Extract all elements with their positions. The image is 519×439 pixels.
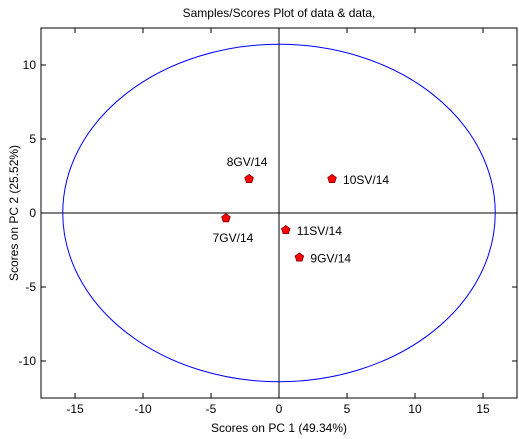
data-point	[294, 252, 305, 262]
y-tick-label: -10	[19, 354, 37, 368]
point-label: 7GV/14	[213, 231, 254, 245]
point-label: 9GV/14	[310, 251, 351, 265]
y-tick-label: 5	[29, 132, 36, 146]
data-point	[221, 213, 231, 223]
x-tick-label: 0	[276, 402, 283, 416]
x-tick-label: 10	[408, 402, 422, 416]
x-tick-label: 15	[476, 402, 490, 416]
point-label: 10SV/14	[343, 173, 389, 187]
point-label: 8GV/14	[227, 155, 268, 169]
data-point	[327, 173, 337, 184]
x-tick-label: -5	[206, 402, 217, 416]
y-tick-label: -5	[25, 280, 36, 294]
x-axis-title: Scores on PC 1 (49.34%)	[211, 421, 347, 435]
point-label: 11SV/14	[297, 224, 342, 238]
data-point	[281, 225, 291, 235]
confidence-ellipse	[62, 43, 496, 383]
x-tick-label: -15	[66, 402, 84, 416]
data-point	[244, 173, 254, 184]
x-tick-label: 5	[344, 402, 351, 416]
y-axis-title: Scores on PC 2 (25.52%)	[7, 145, 21, 281]
y-tick-label: 0	[29, 206, 36, 220]
chart-title: Samples/Scores Plot of data & data,	[183, 6, 376, 20]
x-tick-label: -10	[134, 402, 152, 416]
y-tick-label: 10	[23, 58, 37, 72]
